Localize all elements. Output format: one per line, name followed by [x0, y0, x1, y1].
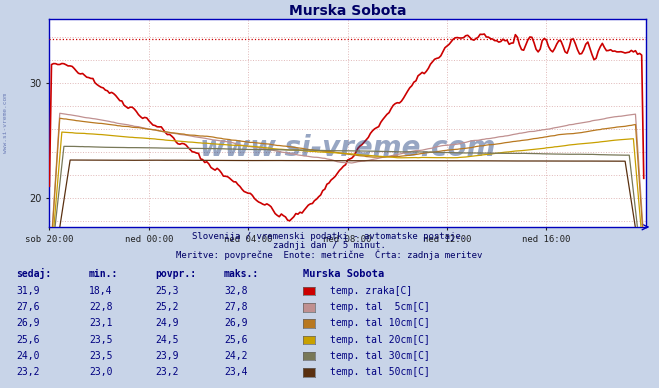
- Text: Murska Sobota: Murska Sobota: [303, 269, 384, 279]
- Text: temp. tal  5cm[C]: temp. tal 5cm[C]: [330, 302, 430, 312]
- Text: 18,4: 18,4: [89, 286, 113, 296]
- Text: temp. tal 30cm[C]: temp. tal 30cm[C]: [330, 351, 430, 361]
- Text: temp. zraka[C]: temp. zraka[C]: [330, 286, 412, 296]
- Text: temp. tal 20cm[C]: temp. tal 20cm[C]: [330, 334, 430, 345]
- Text: Meritve: povprečne  Enote: metrične  Črta: zadnja meritev: Meritve: povprečne Enote: metrične Črta:…: [177, 249, 482, 260]
- Text: 25,2: 25,2: [155, 302, 179, 312]
- Text: 23,2: 23,2: [16, 367, 40, 377]
- Title: Murska Sobota: Murska Sobota: [289, 4, 407, 18]
- Text: 22,8: 22,8: [89, 302, 113, 312]
- Text: 24,5: 24,5: [155, 334, 179, 345]
- Text: 26,9: 26,9: [16, 318, 40, 328]
- Text: 26,9: 26,9: [224, 318, 248, 328]
- Text: 23,5: 23,5: [89, 334, 113, 345]
- Text: 23,1: 23,1: [89, 318, 113, 328]
- Text: www.si-vreme.com: www.si-vreme.com: [200, 134, 496, 162]
- Text: temp. tal 50cm[C]: temp. tal 50cm[C]: [330, 367, 430, 377]
- Text: 23,0: 23,0: [89, 367, 113, 377]
- Text: 25,6: 25,6: [224, 334, 248, 345]
- Text: zadnji dan / 5 minut.: zadnji dan / 5 minut.: [273, 241, 386, 250]
- Text: 27,8: 27,8: [224, 302, 248, 312]
- Text: 23,9: 23,9: [155, 351, 179, 361]
- Text: 23,5: 23,5: [89, 351, 113, 361]
- Text: 24,9: 24,9: [155, 318, 179, 328]
- Text: maks.:: maks.:: [224, 269, 259, 279]
- Text: povpr.:: povpr.:: [155, 269, 196, 279]
- Text: 31,9: 31,9: [16, 286, 40, 296]
- Text: 24,0: 24,0: [16, 351, 40, 361]
- Text: 24,2: 24,2: [224, 351, 248, 361]
- Text: 23,4: 23,4: [224, 367, 248, 377]
- Text: 25,6: 25,6: [16, 334, 40, 345]
- Text: sedaj:: sedaj:: [16, 268, 51, 279]
- Text: www.si-vreme.com: www.si-vreme.com: [3, 93, 8, 153]
- Text: 25,3: 25,3: [155, 286, 179, 296]
- Text: Slovenija / vremenski podatki - avtomatske postaje.: Slovenija / vremenski podatki - avtomats…: [192, 232, 467, 241]
- Text: 32,8: 32,8: [224, 286, 248, 296]
- Text: temp. tal 10cm[C]: temp. tal 10cm[C]: [330, 318, 430, 328]
- Text: min.:: min.:: [89, 269, 119, 279]
- Text: 27,6: 27,6: [16, 302, 40, 312]
- Text: 23,2: 23,2: [155, 367, 179, 377]
